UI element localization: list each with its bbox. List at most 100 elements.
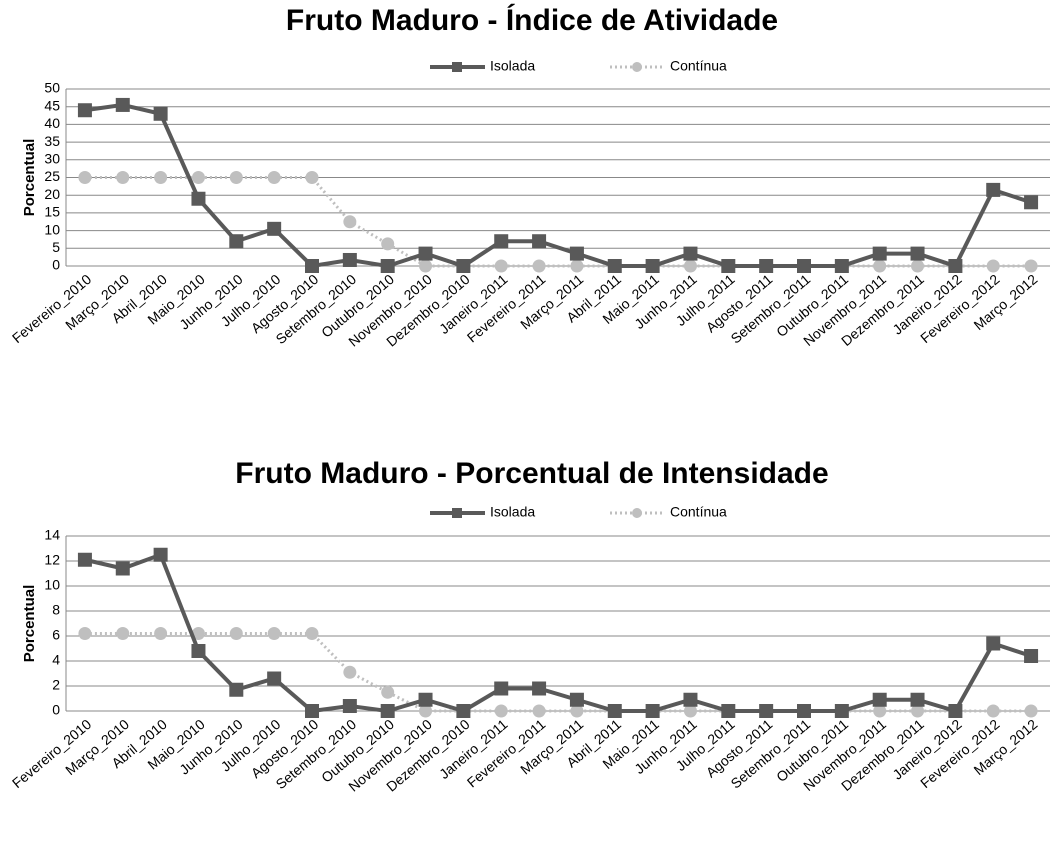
point — [153, 547, 168, 562]
y-tick-label: 15 — [44, 204, 60, 220]
point — [683, 259, 697, 273]
point — [834, 259, 849, 273]
point — [419, 704, 433, 718]
point — [229, 627, 243, 640]
y-tick-label: 30 — [44, 151, 60, 167]
point — [154, 171, 168, 184]
point — [494, 704, 508, 718]
point — [267, 627, 281, 640]
y-tick-label: 0 — [52, 702, 60, 718]
point — [1024, 259, 1038, 273]
legend-label: Contínua — [670, 504, 727, 520]
point — [873, 704, 887, 718]
point — [153, 106, 168, 121]
point — [342, 699, 357, 713]
point — [570, 259, 584, 273]
point — [115, 97, 130, 112]
point — [267, 171, 281, 184]
point — [532, 681, 547, 696]
point — [78, 627, 92, 640]
chart-title: Fruto Maduro - Porcentual de Intensidade — [235, 457, 828, 490]
y-tick-label: 10 — [44, 577, 60, 593]
point — [267, 671, 282, 686]
point — [191, 171, 205, 184]
point — [418, 692, 433, 707]
point — [494, 259, 508, 273]
point — [381, 237, 395, 251]
y-tick-label: 14 — [44, 527, 60, 543]
y-tick-label: 35 — [44, 133, 60, 149]
point — [948, 704, 963, 718]
point — [456, 259, 471, 273]
point — [986, 259, 1000, 273]
y-tick-label: 20 — [44, 186, 60, 202]
y-tick-label: 10 — [44, 221, 60, 237]
y-tick-label: 4 — [52, 652, 60, 668]
point — [910, 246, 925, 261]
point — [77, 552, 92, 567]
point — [305, 259, 319, 273]
y-tick-label: 5 — [52, 239, 60, 255]
point — [494, 234, 509, 249]
point — [683, 692, 698, 707]
point — [267, 221, 282, 236]
y-axis-label: Porcentual — [21, 585, 38, 663]
point — [305, 171, 319, 184]
point — [418, 246, 433, 261]
y-tick-label: 40 — [44, 115, 60, 131]
point — [911, 259, 925, 273]
point — [569, 692, 584, 707]
point — [683, 246, 698, 261]
point — [154, 627, 168, 640]
point — [570, 704, 584, 718]
legend-marker — [452, 508, 462, 518]
legend-label: Isolada — [490, 504, 535, 520]
point — [115, 561, 130, 576]
y-tick-label: 25 — [44, 168, 60, 184]
point — [759, 704, 774, 718]
legend-marker — [632, 508, 642, 518]
legend-label: Contínua — [670, 58, 727, 74]
point — [229, 234, 244, 249]
point — [532, 704, 546, 718]
point — [532, 259, 546, 273]
point — [456, 704, 471, 718]
legend-marker — [632, 62, 642, 72]
series-line — [84, 102, 1032, 269]
point — [381, 685, 395, 699]
point — [910, 692, 925, 707]
point — [1024, 704, 1038, 718]
point — [494, 681, 509, 696]
point — [986, 182, 1001, 197]
point — [683, 704, 697, 718]
y-axis-label: Porcentual — [21, 139, 38, 217]
point — [116, 171, 130, 184]
legend-label: Isolada — [490, 58, 535, 74]
point — [721, 704, 736, 718]
point — [797, 259, 811, 273]
point — [229, 171, 243, 184]
legend-marker — [452, 62, 462, 72]
point — [1024, 195, 1039, 210]
point — [343, 215, 357, 229]
point — [380, 704, 395, 718]
point — [873, 259, 887, 273]
point — [343, 665, 357, 679]
point — [532, 234, 547, 249]
point — [948, 259, 963, 273]
point — [342, 252, 357, 267]
point — [986, 636, 1001, 651]
point — [305, 704, 319, 718]
point — [759, 259, 774, 273]
y-tick-label: 50 — [44, 80, 60, 96]
point — [872, 692, 887, 707]
y-tick-label: 2 — [52, 677, 60, 693]
point — [191, 191, 206, 206]
point — [1024, 649, 1039, 663]
point — [872, 246, 887, 261]
point — [78, 171, 92, 184]
point — [721, 259, 736, 273]
y-tick-label: 8 — [52, 602, 60, 618]
point — [419, 259, 433, 273]
